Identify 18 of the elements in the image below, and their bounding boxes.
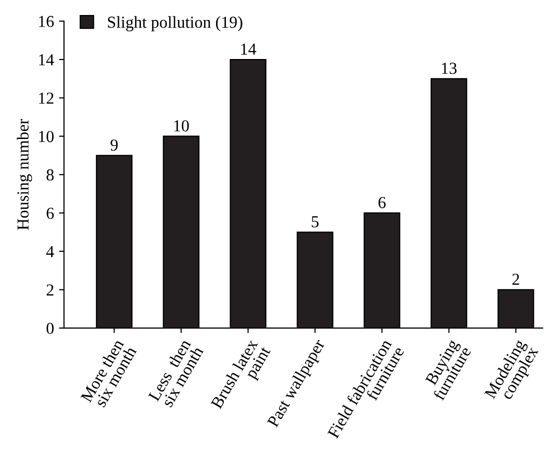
data-label: 14	[241, 44, 256, 55]
y-tick-label: 12	[39, 92, 54, 104]
data-label: 5	[312, 216, 319, 228]
y-tick-label: 4	[46, 246, 54, 258]
y-tick-label: 6	[46, 208, 54, 219]
data-label: 6	[378, 196, 386, 208]
legend-label: Slight pollution (19)	[108, 16, 242, 32]
y-tick-label: 16	[39, 16, 54, 28]
y-tick-label: 14	[39, 54, 54, 66]
y-tick-label: 8	[46, 169, 54, 181]
data-label: 2	[512, 274, 520, 285]
y-tick-label: 2	[46, 284, 54, 296]
y-axis-title: Housing number	[16, 118, 32, 230]
data-label: 9	[110, 139, 118, 151]
y-tick-label: 10	[39, 130, 54, 142]
data-label: 10	[174, 120, 189, 132]
data-label: 13	[442, 62, 457, 74]
y-tick-label: 0	[46, 322, 54, 334]
